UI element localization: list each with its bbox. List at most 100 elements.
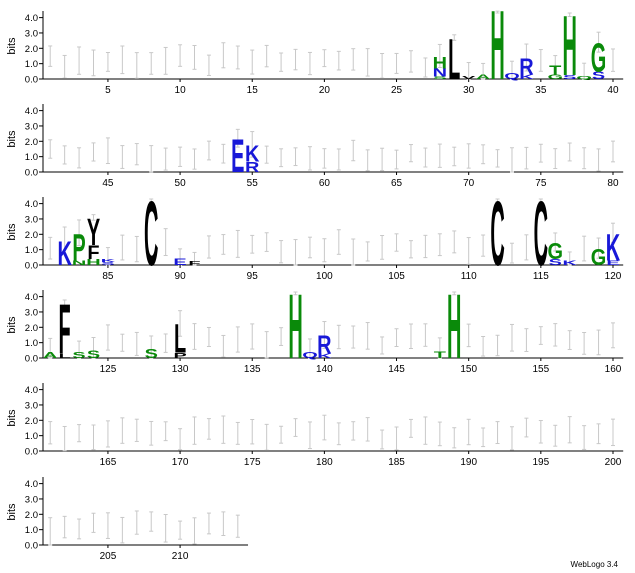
y-tick-label: 4.0 (25, 199, 38, 210)
logo-letter-F: F (188, 261, 200, 267)
x-tick-label: 80 (607, 178, 619, 189)
y-axis-label: bits (6, 37, 18, 55)
logo-letter-E: E (173, 257, 186, 267)
logo-letter-G: G (591, 243, 607, 270)
x-tick-label: 180 (316, 457, 333, 468)
logo-letter-S: S (563, 75, 577, 81)
logo-letter-S: S (72, 351, 85, 360)
logo-letter-K: K (101, 258, 116, 263)
x-tick-label: 5 (105, 85, 111, 96)
logo-letter-K: K (317, 353, 332, 360)
y-tick-label: 3.0 (25, 28, 38, 39)
x-tick-label: 135 (244, 364, 261, 375)
y-axis-label: bits (6, 503, 18, 521)
logo-letter-S: S (145, 347, 158, 362)
logo-letter-Y: Y (87, 211, 100, 254)
x-tick-label: 55 (247, 178, 259, 189)
y-tick-label: 2.0 (25, 44, 38, 55)
y-tick-label: 2.0 (25, 137, 38, 148)
x-tick-label: 120 (605, 271, 622, 282)
logo-letter-R: R (317, 330, 332, 359)
x-tick-label: 75 (535, 178, 547, 189)
x-tick-label: 20 (319, 85, 331, 96)
logo-letter-T: T (434, 350, 447, 360)
y-tick-label: 1.0 (25, 245, 38, 256)
x-tick-label: 200 (605, 457, 622, 468)
y-tick-label: 0.0 (25, 168, 38, 179)
x-tick-label: 155 (532, 364, 549, 375)
y-tick-label: 1.0 (25, 431, 38, 442)
x-tick-label: 125 (100, 364, 117, 375)
logo-letter-N: N (72, 260, 86, 267)
x-tick-label: 95 (247, 271, 259, 282)
logo-letter-V: V (462, 75, 476, 80)
logo-letter-H: H (288, 276, 302, 378)
y-tick-label: 1.0 (25, 59, 38, 70)
logo-letter-F: F (59, 289, 71, 368)
x-tick-label: 205 (100, 551, 117, 562)
x-tick-label: 60 (319, 178, 331, 189)
y-tick-label: 4.0 (25, 106, 38, 117)
logo-letter-S: S (592, 70, 606, 81)
logo-letter-N: N (433, 67, 447, 80)
x-tick-label: 25 (391, 85, 403, 96)
y-tick-label: 3.0 (25, 494, 38, 505)
x-tick-label: 65 (391, 178, 403, 189)
x-tick-label: 175 (244, 457, 261, 468)
x-tick-label: 210 (172, 551, 189, 562)
logo-letter-K: K (57, 234, 71, 272)
y-axis-label: bits (6, 409, 18, 427)
y-tick-label: 0.0 (25, 75, 38, 86)
x-tick-label: 195 (532, 457, 549, 468)
x-tick-label: 150 (460, 364, 477, 375)
x-tick-label: 85 (102, 271, 114, 282)
x-tick-label: 145 (388, 364, 405, 375)
y-tick-label: 4.0 (25, 292, 38, 303)
logo-letter-T: T (549, 63, 562, 78)
logo-letter-K: K (519, 74, 534, 81)
x-tick-label: 10 (175, 85, 187, 96)
logo-letter-S: S (101, 261, 115, 266)
weblogo-credit: WebLogo 3.4 (570, 560, 618, 569)
y-tick-label: 2.0 (25, 323, 38, 334)
logo-letter-R: R (519, 53, 534, 80)
y-tick-label: 1.0 (25, 152, 38, 163)
logo-letter-Q: Q (576, 75, 592, 80)
x-tick-label: 130 (172, 364, 189, 375)
logo-letter-P: P (72, 227, 85, 270)
y-tick-label: 2.0 (25, 416, 38, 427)
y-axis-label: bits (6, 130, 18, 148)
logo-letter-P: P (173, 352, 186, 360)
x-tick-label: 70 (463, 178, 475, 189)
logo-letter-G: G (548, 237, 564, 264)
y-axis-label: bits (6, 316, 18, 334)
logo-letter-H: H (562, 0, 576, 94)
y-tick-label: 0.0 (25, 354, 38, 365)
x-tick-label: 115 (533, 271, 549, 282)
y-tick-label: 3.0 (25, 121, 38, 132)
x-tick-label: 100 (316, 271, 333, 282)
x-tick-label: 40 (607, 85, 619, 96)
logo-letter-L: L (59, 353, 71, 360)
x-tick-label: 105 (388, 271, 405, 282)
logo-letter-H: H (433, 53, 447, 72)
y-tick-label: 3.0 (25, 307, 38, 318)
x-tick-label: 160 (605, 364, 622, 375)
logo-letter-Q: Q (504, 72, 520, 81)
y-tick-label: 3.0 (25, 400, 38, 411)
y-tick-label: 2.0 (25, 510, 38, 521)
logo-letter-G: G (591, 35, 607, 81)
logo-letter-E: E (231, 129, 244, 182)
logo-letter-C: C (144, 183, 158, 285)
logo-letter-H: H (86, 258, 100, 267)
logo-letter-S: S (433, 76, 446, 80)
x-tick-label: 165 (100, 457, 117, 468)
x-tick-label: 170 (172, 457, 189, 468)
logo-letter-H: H (490, 0, 504, 100)
x-tick-label: 30 (463, 85, 475, 96)
y-tick-label: 4.0 (25, 479, 38, 490)
logo-letter-K: K (562, 260, 577, 267)
logo-letter-G: G (548, 74, 564, 81)
x-tick-label: 110 (461, 271, 477, 282)
